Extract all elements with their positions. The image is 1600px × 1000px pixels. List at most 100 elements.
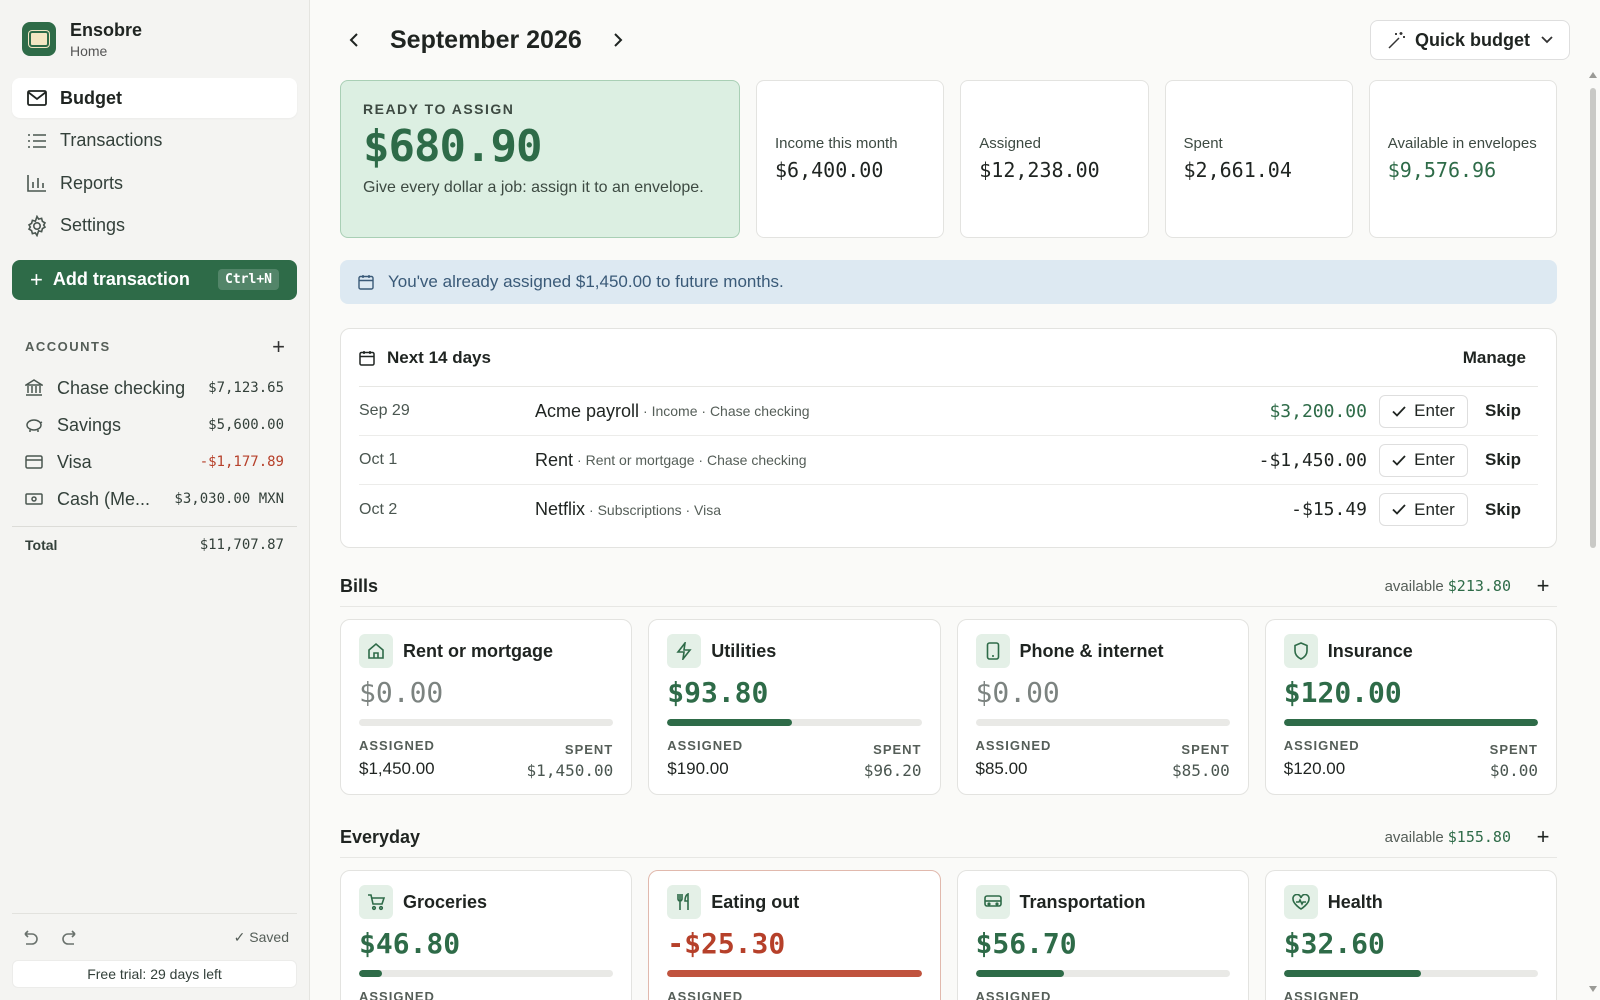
- account-savings[interactable]: Savings $5,600.00: [0, 407, 309, 444]
- envelope-card[interactable]: Insurance $120.00 ASSIGNED $120.00 SPENT $…: [1264, 619, 1557, 795]
- envelope-card[interactable]: Groceries $46.80 ASSIGNED: [340, 870, 633, 1000]
- envelope-card[interactable]: Health $32.60 ASSIGNED: [1264, 870, 1557, 1000]
- stat-label: Assigned: [979, 135, 1041, 152]
- skip-button[interactable]: Skip: [1485, 499, 1521, 519]
- envelope-card[interactable]: Eating out -$25.30 ASSIGNED: [648, 870, 941, 1000]
- envelope-progress: [975, 970, 1230, 977]
- envelope-name: Groceries: [403, 891, 488, 912]
- upcoming-row: Oct 2 Netflix · Subscriptions · Visa -$1…: [359, 485, 1538, 534]
- upcoming-title: Next 14 days: [387, 347, 491, 367]
- previous-month-button[interactable]: [340, 26, 368, 54]
- piggy-bank-icon: [25, 417, 45, 433]
- assigned-label: ASSIGNED: [1283, 738, 1360, 753]
- assigned-label: ASSIGNED: [667, 989, 744, 1000]
- accounts-total: Total $11,707.87: [12, 525, 297, 553]
- scrollbar[interactable]: [1590, 80, 1598, 1000]
- enter-button[interactable]: Enter: [1379, 493, 1468, 526]
- nav-item-transactions[interactable]: Transactions: [12, 121, 297, 161]
- skip-button[interactable]: Skip: [1485, 401, 1521, 420]
- main-content: September 2026 Quick budget READY TO ASS…: [310, 0, 1600, 1000]
- envelope-progress: [359, 719, 614, 726]
- upcoming-payee: Netflix: [535, 499, 586, 519]
- ready-to-assign-card[interactable]: READY TO ASSIGN $680.90 Give every dolla…: [340, 80, 740, 238]
- manage-button[interactable]: Manage: [1462, 347, 1526, 367]
- envelope-spent: $85.00: [1171, 761, 1230, 780]
- cart-icon: [359, 885, 393, 919]
- group-available: available $155.80: [1385, 828, 1511, 846]
- envelope-name: Insurance: [1327, 640, 1413, 661]
- group-header-bills: Bills available $213.80 +: [340, 572, 1557, 600]
- ready-to-assign-label: READY TO ASSIGN: [363, 101, 515, 117]
- add-transaction-button[interactable]: + Add transaction Ctrl+N: [12, 259, 297, 300]
- add-transaction-label: Add transaction: [52, 269, 190, 289]
- account-visa[interactable]: Visa -$1,177.89: [0, 444, 309, 481]
- upcoming-payee: Rent: [535, 449, 574, 470]
- undo-icon[interactable]: [20, 926, 42, 948]
- scroll-down-arrow[interactable]: [1589, 986, 1597, 992]
- account-balance: -$1,177.89: [199, 454, 284, 470]
- scrollbar-thumb[interactable]: [1590, 88, 1596, 548]
- nav-item-budget[interactable]: Budget: [12, 78, 297, 118]
- account-cash[interactable]: Cash (Me... $3,030.00 MXN: [0, 481, 309, 518]
- check-icon: [1392, 405, 1406, 417]
- enter-button[interactable]: Enter: [1379, 443, 1468, 477]
- check-icon: [1392, 504, 1406, 515]
- brand-subtitle: Home: [70, 42, 108, 59]
- brand[interactable]: Ensobre Home: [0, 0, 309, 78]
- assigned-label: ASSIGNED: [1283, 989, 1360, 1000]
- envelope-name: Eating out: [711, 891, 800, 912]
- upcoming-meta: · Income · Chase checking: [643, 403, 810, 419]
- lightning-icon: [667, 634, 702, 668]
- envelope-progress: [667, 970, 922, 977]
- future-months-banner: You've already assigned $1,450.00 to fut…: [340, 260, 1557, 304]
- spent-label: SPENT: [1181, 742, 1230, 757]
- nav-item-reports[interactable]: Reports: [12, 163, 297, 203]
- add-envelope-button[interactable]: +: [1536, 824, 1550, 849]
- envelope-available: $0.00: [975, 676, 1060, 709]
- envelope-assigned: $120.00: [1283, 759, 1346, 778]
- envelope-spent: $96.20: [863, 761, 922, 780]
- stat-income: Income this month $6,400.00: [756, 80, 945, 238]
- nav-item-settings[interactable]: Settings: [12, 206, 297, 246]
- enter-label: Enter: [1414, 401, 1455, 420]
- add-account-button[interactable]: +: [272, 333, 285, 359]
- envelope-progress: [667, 719, 922, 726]
- account-balance: $5,600.00: [208, 417, 284, 433]
- trial-banner[interactable]: Free trial: 29 days left: [12, 960, 297, 988]
- skip-button[interactable]: Skip: [1485, 450, 1521, 469]
- saved-status: ✓ Saved: [233, 928, 289, 945]
- next-month-button[interactable]: [604, 26, 632, 54]
- envelope-card[interactable]: Transportation $56.70 ASSIGNED: [956, 870, 1249, 1000]
- calendar-icon: [358, 274, 374, 290]
- upcoming-amount: -$1,450.00: [1258, 449, 1367, 471]
- house-icon: [359, 634, 393, 668]
- account-balance: $3,030.00 MXN: [174, 491, 284, 507]
- envelope-card[interactable]: Utilities $93.80 ASSIGNED $190.00 SPENT $9…: [648, 619, 941, 795]
- envelope-name: Health: [1327, 891, 1383, 912]
- bus-icon: [975, 885, 1010, 919]
- envelope-spent: $0.00: [1489, 761, 1538, 780]
- quick-budget-button[interactable]: Quick budget: [1370, 20, 1570, 60]
- envelope-progress: [1283, 970, 1538, 977]
- envelope-card[interactable]: Phone & internet $0.00 ASSIGNED $85.00 SP…: [956, 619, 1249, 795]
- scroll-up-arrow[interactable]: [1589, 72, 1597, 78]
- enter-button[interactable]: Enter: [1379, 394, 1468, 428]
- account-chase-checking[interactable]: Chase checking $7,123.65: [0, 370, 309, 407]
- shield-icon: [1283, 634, 1318, 668]
- group-available: available $213.80: [1385, 577, 1511, 595]
- envelope-available: $32.60: [1283, 927, 1385, 960]
- stat-value: $6,400.00: [775, 158, 884, 182]
- gear-icon: [26, 214, 48, 237]
- stat-spent: Spent $2,661.04: [1164, 80, 1353, 238]
- account-balance: $7,123.65: [208, 380, 284, 396]
- envelope-assigned: $85.00: [975, 759, 1028, 778]
- stat-value: $2,661.04: [1183, 158, 1292, 182]
- envelope-card[interactable]: Rent or mortgage $0.00 ASSIGNED $1,450.00…: [340, 619, 633, 795]
- add-envelope-button[interactable]: +: [1536, 573, 1550, 598]
- group-available-value: $155.80: [1447, 828, 1511, 846]
- check-icon: [1392, 454, 1406, 466]
- group-name: Everyday: [340, 826, 421, 847]
- redo-icon[interactable]: [62, 926, 84, 948]
- bar-chart-icon: [26, 172, 48, 194]
- upcoming-date: Oct 2: [359, 500, 398, 518]
